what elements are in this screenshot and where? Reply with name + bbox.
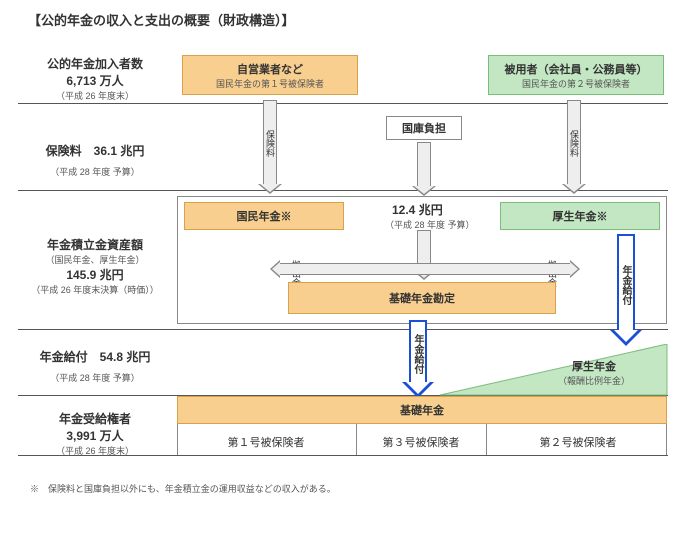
divider-2 [486, 424, 487, 455]
box-kokumin: 国民年金※ [184, 202, 344, 230]
cat-2: 第２号被保険者 [490, 434, 666, 450]
kiso-kanjo-label: 基礎年金勘定 [389, 290, 455, 306]
self-employed-title: 自営業者など [237, 61, 303, 77]
recipients-value: 3,991 万人 [25, 427, 165, 444]
rule-3 [18, 329, 668, 330]
divider-1 [356, 424, 357, 455]
benefit-note: （平成 28 年度 予算） [25, 371, 165, 384]
kousei-tri-label: 厚生年金 [558, 358, 630, 374]
employees-title: 被用者（会社員・公務員等） [505, 61, 648, 77]
divider-3 [666, 424, 667, 455]
label-recipients: 年金受給権者 3,991 万人 （平成 26 年度末） [25, 410, 165, 457]
arrow-premium-right-label: 保険料 [567, 100, 581, 184]
label-enrollees: 公的年金加入者数 6,713 万人 （平成 26 年度末） [25, 55, 165, 102]
box-kiso-nenkin: 基礎年金 [177, 396, 667, 424]
reserve-note: （平成 26 年度末決算（時価）） [25, 283, 165, 296]
kiso-nenkin-label: 基礎年金 [400, 402, 444, 418]
recipients-note: （平成 26 年度末） [25, 444, 165, 457]
benefit-center-label: 年金給付 [409, 320, 427, 382]
box-treasury: 国庫負担 [386, 116, 462, 140]
premium-title: 保険料 36.1 兆円 [25, 142, 165, 159]
box-kiso-kanjo: 基礎年金勘定 [288, 282, 556, 314]
premium-note: （平成 28 年度 予算） [25, 165, 165, 178]
box-self-employed: 自営業者など 国民年金の第１号被保険者 [182, 55, 358, 95]
arrow-double [270, 260, 580, 278]
arrow-benefit-right: 年金給付 [610, 234, 642, 346]
triangle-kousei [440, 344, 668, 396]
cat-1: 第１号被保険者 [178, 434, 354, 450]
cat-3: 第３号被保険者 [358, 434, 484, 450]
page-title: 【公的年金の収入と支出の概要（財政構造）】 [28, 10, 295, 29]
benefit-title: 年金給付 54.8 兆円 [25, 348, 165, 365]
reserve-title: 年金積立金資産額 [25, 236, 165, 253]
box-employees: 被用者（会社員・公務員等） 国民年金の第２号被保険者 [488, 55, 664, 95]
arrow-benefit-center: 年金給付 [402, 320, 434, 398]
enrollees-note: （平成 26 年度末） [25, 89, 165, 102]
recipients-title: 年金受給権者 [25, 410, 165, 427]
arrow-premium-left-label: 保険料 [263, 100, 277, 184]
reserve-value: 145.9 兆円 [25, 266, 165, 283]
enrollees-value: 6,713 万人 [25, 72, 165, 89]
kokumin-label: 国民年金※ [237, 208, 292, 224]
triangle-labels: 厚生年金 （報酬比例年金） [558, 358, 630, 387]
label-benefit: 年金給付 54.8 兆円 （平成 28 年度 予算） [25, 348, 165, 384]
label-reserve: 年金積立金資産額 （国民年金、厚生年金） 145.9 兆円 （平成 26 年度末… [25, 236, 165, 296]
arrow-treasury [412, 142, 436, 196]
benefit-right-label: 年金給付 [617, 234, 635, 330]
kousei-tri-sub: （報酬比例年金） [558, 374, 630, 387]
arrow-premium-right: 保険料 [562, 100, 586, 194]
enrollees-title: 公的年金加入者数 [25, 55, 165, 72]
footnote: ※ 保険料と国庫負担以外にも、年金積立金の運用収益などの収入がある。 [30, 482, 336, 495]
label-premium: 保険料 36.1 兆円 （平成 28 年度 予算） [25, 142, 165, 178]
treasury-label: 国庫負担 [402, 120, 446, 136]
kousei-label: 厚生年金※ [553, 208, 608, 224]
self-employed-sub: 国民年金の第１号被保険者 [216, 77, 324, 90]
arrow-premium-left: 保険料 [258, 100, 282, 194]
box-kousei: 厚生年金※ [500, 202, 660, 230]
employees-sub: 国民年金の第２号被保険者 [522, 77, 630, 90]
reserve-sub: （国民年金、厚生年金） [25, 253, 165, 266]
